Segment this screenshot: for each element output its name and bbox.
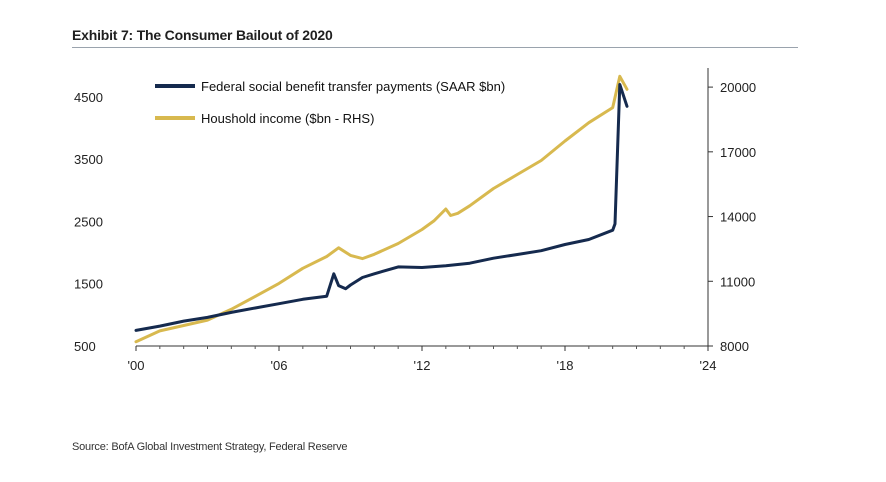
y-right-tick-label: 17000 xyxy=(720,145,756,160)
y-right-tick-label: 14000 xyxy=(720,210,756,225)
series-layer xyxy=(134,74,629,344)
y-left-tick-label: 4500 xyxy=(74,90,103,105)
chart-title: Exhibit 7: The Consumer Bailout of 2020 xyxy=(72,27,333,43)
y-right-tick-label: 20000 xyxy=(720,80,756,95)
x-tick-label: '00 xyxy=(128,358,145,373)
x-tick-label: '06 xyxy=(271,358,288,373)
y-left-tick-label: 2500 xyxy=(74,214,103,229)
y-left-tick-label: 3500 xyxy=(74,152,103,167)
y-right-tick-label: 11000 xyxy=(720,274,755,289)
y-right-tick-label: 8000 xyxy=(720,339,749,354)
series-line-household-income xyxy=(134,74,629,344)
y-left-tick-label: 1500 xyxy=(74,277,103,292)
x-tick-label: '12 xyxy=(414,358,431,373)
legend-label-transfer-payments: Federal social benefit transfer payments… xyxy=(201,79,505,94)
axes: '00 '06 '12 '18 '24 500 1500 2500 3500 4500 8000 11… xyxy=(74,68,756,373)
legend-label-household-income: Houshold income ($bn - RHS) xyxy=(201,111,374,126)
x-tick-label: '18 xyxy=(557,358,574,373)
series-line-transfer-payments xyxy=(134,83,629,332)
source-note: Source: BofA Global Investment Strategy,… xyxy=(72,441,348,453)
x-tick-label: '24 xyxy=(700,358,717,373)
legend: Federal social benefit transfer payments… xyxy=(155,79,505,126)
y-left-tick-label: 500 xyxy=(74,339,96,354)
title-divider xyxy=(72,47,798,48)
